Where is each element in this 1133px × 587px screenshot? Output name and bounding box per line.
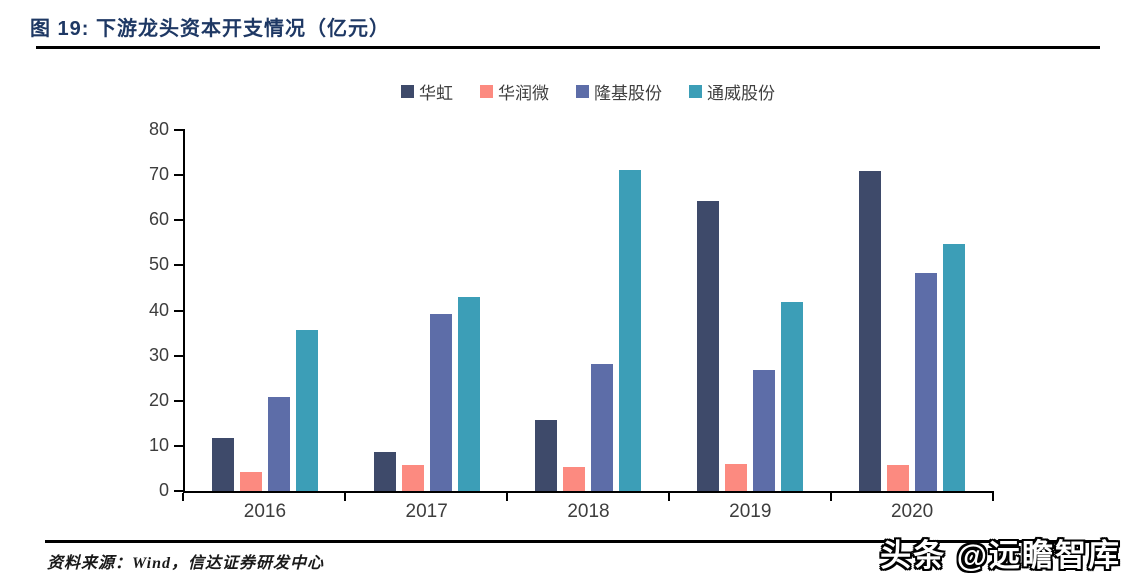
- bar-group-2017: [346, 130, 508, 491]
- legend-swatch-icon: [576, 85, 589, 98]
- y-axis-tick: [174, 174, 183, 177]
- legend-item: 隆基股份: [576, 79, 662, 104]
- bar-华虹-2019: [697, 201, 720, 491]
- x-axis-category-label: 2018: [567, 501, 610, 522]
- y-axis-tick: [174, 490, 183, 492]
- plot-area: [184, 130, 993, 491]
- y-axis-tick-label: 50: [148, 254, 169, 275]
- y-axis-tick: [174, 399, 183, 402]
- x-axis-tick: [830, 493, 832, 501]
- legend-label: 华润微: [498, 84, 549, 103]
- x-axis-category-label: 2019: [729, 501, 772, 522]
- figure-title: 图 19: 下游龙头资本开支情况（亿元）: [30, 18, 391, 40]
- watermark: 头条 @远瞻智库: [880, 538, 1121, 573]
- bar-华虹-2018: [535, 419, 558, 491]
- bar-华虹-2020: [859, 171, 882, 491]
- x-axis-tick: [992, 493, 994, 501]
- source-note: 资料来源：Wind，信达证券研发中心: [47, 555, 324, 572]
- legend-swatch-icon: [480, 85, 493, 98]
- y-axis-tick: [174, 264, 183, 267]
- legend-label: 隆基股份: [594, 84, 662, 103]
- bar-隆基股份-2018: [591, 363, 614, 491]
- x-axis-tick: [344, 493, 346, 501]
- bar-华润微-2017: [401, 465, 424, 491]
- bar-隆基股份-2020: [915, 273, 938, 491]
- bar-通威股份-2018: [619, 169, 642, 491]
- legend-label: 华虹: [419, 84, 453, 103]
- y-axis-tick-label: 60: [148, 209, 169, 230]
- y-axis-tick-label: 70: [148, 164, 169, 185]
- bar-隆基股份-2016: [267, 397, 290, 491]
- x-axis-tick: [182, 493, 184, 501]
- bar-通威股份-2019: [781, 301, 804, 491]
- bar-华虹-2016: [211, 438, 234, 491]
- bar-华润微-2016: [239, 471, 262, 491]
- y-axis-tick-label: 80: [148, 119, 169, 139]
- y-axis-tick: [174, 129, 183, 131]
- bar-华虹-2017: [373, 451, 396, 491]
- legend-swatch-icon: [689, 85, 702, 98]
- bar-华润微-2018: [563, 466, 586, 491]
- x-axis-line: [183, 491, 994, 493]
- legend-item: 通威股份: [689, 79, 775, 104]
- y-axis-tick: [174, 309, 183, 312]
- legend-item: 华虹: [401, 79, 453, 104]
- x-axis-category-label: 2017: [405, 501, 448, 522]
- bar-通威股份-2016: [295, 330, 318, 491]
- header-divider: [36, 46, 1100, 49]
- y-axis-tick-label: 0: [158, 480, 169, 500]
- x-axis-tick: [668, 493, 670, 501]
- x-axis-category-label: 2020: [890, 501, 934, 522]
- bar-group-2018: [508, 130, 670, 491]
- y-axis-tick: [174, 354, 183, 357]
- bar-隆基股份-2017: [429, 313, 452, 491]
- bar-通威股份-2017: [457, 296, 480, 491]
- legend-swatch-icon: [401, 85, 414, 98]
- y-axis-tick-label: 20: [148, 389, 169, 410]
- chart-legend: 华虹 华润微 隆基股份 通威股份: [183, 79, 993, 104]
- bar-华润微-2019: [725, 463, 748, 491]
- y-axis-tick-label: 30: [148, 344, 169, 365]
- y-axis-tick-label: 40: [148, 299, 169, 320]
- bar-华润微-2020: [887, 465, 910, 491]
- x-axis-labels: 2016 2017 2018 2019 2020: [184, 501, 993, 523]
- bar-group-2016: [184, 130, 346, 491]
- y-axis-line: [183, 129, 185, 493]
- legend-label: 通威股份: [707, 84, 775, 103]
- x-axis-category-label: 2016: [243, 501, 287, 522]
- legend-item: 华润微: [480, 79, 549, 104]
- bar-group-2020: [831, 130, 993, 491]
- bar-group-2019: [669, 130, 831, 491]
- y-axis-tick: [174, 219, 183, 222]
- y-axis-tick-label: 10: [148, 434, 169, 455]
- bar-隆基股份-2019: [753, 369, 776, 491]
- footer-divider: [45, 540, 1101, 543]
- bar-通威股份-2020: [943, 243, 966, 491]
- x-axis-tick: [506, 493, 508, 501]
- y-axis-tick: [174, 444, 183, 447]
